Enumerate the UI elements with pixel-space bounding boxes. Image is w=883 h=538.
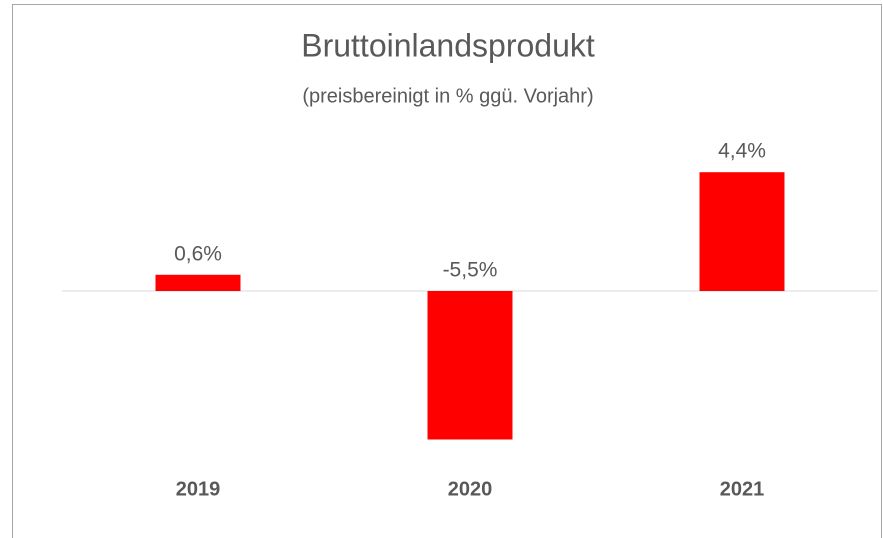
data-label: 0,6%	[174, 242, 222, 265]
chart-subtitle: (preisbereinigt in % ggü. Vorjahr)	[302, 85, 593, 107]
x-tick-label: 2019	[176, 478, 221, 500]
x-tick-label: 2020	[448, 478, 493, 500]
data-label: 4,4%	[718, 140, 766, 163]
bar	[155, 274, 241, 291]
data-label: -5,5%	[443, 259, 498, 282]
chart-title: Bruttoinlandsprodukt	[301, 27, 595, 63]
bar	[427, 291, 513, 440]
x-tick-label: 2021	[720, 478, 765, 500]
bar	[699, 172, 785, 291]
